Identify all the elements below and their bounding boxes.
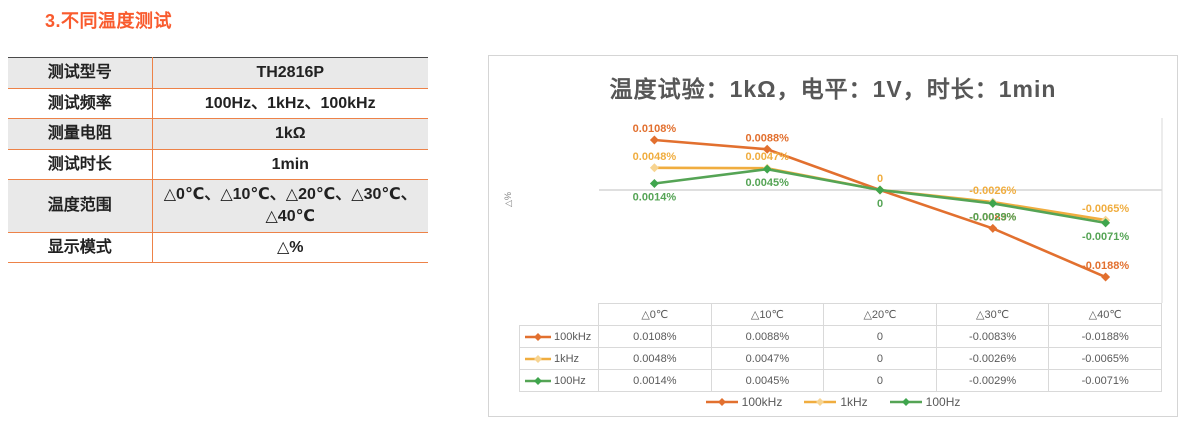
spec-row: 显示模式 △%: [8, 232, 428, 264]
chart-title: 温度试验：1kΩ，电平：1V，时长：1min: [609, 76, 1057, 102]
chart-data-table: △0℃ △10℃ △20℃ △30℃ △40℃ 100kHz 0.0108% 0.0088% 0…: [519, 303, 1162, 392]
legend-label: 100Hz: [925, 395, 961, 409]
spec-value: 100Hz、1kHz、100kHz: [152, 88, 428, 120]
spec-row: 测试时长 1min: [8, 149, 428, 181]
legend-item: 1kHz: [804, 395, 868, 409]
spec-row: 测试频率 100Hz、1kHz、100kHz: [8, 88, 428, 120]
table-cell: 0.0014%: [598, 369, 712, 392]
marker-100kHz-△10℃: [762, 144, 772, 154]
data-label: -0.0083%: [969, 211, 1016, 223]
legend-marker-icon: [804, 398, 837, 406]
marker-100Hz-△30℃: [988, 198, 998, 208]
data-label: 0: [877, 173, 883, 185]
table-cell: 0: [823, 325, 937, 348]
table-row: 100Hz 0.0014% 0.0045% 0 -0.0029% -0.0071%: [519, 369, 1162, 392]
spec-label: 显示模式: [8, 232, 153, 264]
marker-100kHz-△0℃: [649, 135, 659, 145]
legend-marker-icon: [525, 376, 551, 385]
legend-item: 100Hz: [889, 395, 961, 409]
spec-row: 测试型号 TH2816P: [8, 57, 428, 89]
chart-legend: 100kHz 1kHz 100Hz: [489, 395, 1177, 409]
table-cell: 0.0045%: [710, 369, 825, 392]
marker-100kHz-△40℃: [1101, 272, 1111, 282]
spec-value: △0℃、△10℃、△20℃、△30℃、△40℃: [152, 179, 428, 233]
spec-table: 测试型号 TH2816P 测试频率 100Hz、1kHz、100kHz 测量电阻 1kΩ 测…: [8, 57, 428, 264]
table-cell: 0.0048%: [598, 347, 712, 370]
spec-value: 1min: [152, 149, 428, 181]
data-label: 0.0014%: [633, 192, 677, 204]
section-heading: 3.不同温度测试: [45, 11, 173, 31]
legend-label: 100kHz: [741, 395, 783, 409]
data-label: 0.0048%: [633, 151, 677, 163]
table-cell: 0.0047%: [710, 347, 825, 370]
marker-1kHz-△0℃: [649, 163, 659, 173]
spec-value: 1kΩ: [152, 118, 428, 150]
series-key-cell: 1kHz: [519, 347, 599, 370]
table-cell: -0.0065%: [1048, 347, 1162, 370]
spec-label: 测试时长: [8, 149, 153, 181]
table-cell: -0.0083%: [935, 325, 1050, 348]
line-plot: 0.0108% 0.0088% -0.0083% -0.0188% 0.0048% 0.0…: [599, 118, 1163, 303]
legend-marker-icon: [525, 354, 551, 363]
spec-label: 温度范围: [8, 179, 153, 233]
table-cell: 0.0088%: [710, 325, 825, 348]
data-label: -0.0026%: [969, 185, 1016, 197]
data-label: -0.0029%: [969, 211, 1016, 223]
series-name: 100kHz: [554, 330, 592, 343]
data-label: -0.0071%: [1082, 231, 1129, 243]
legend-marker-icon: [705, 398, 738, 406]
marker-100Hz-△40℃: [1101, 218, 1111, 228]
table-header-cell: △20℃: [823, 303, 937, 326]
data-label: 0.0108%: [633, 123, 677, 135]
table-header-row: △0℃ △10℃ △20℃ △30℃ △40℃: [520, 303, 1162, 326]
table-cell: 0: [823, 369, 937, 392]
spec-row: 温度范围 △0℃、△10℃、△20℃、△30℃、△40℃: [8, 179, 428, 233]
marker-100kHz-△30℃: [988, 223, 998, 233]
spec-row: 测量电阻 1kΩ: [8, 118, 428, 150]
series-key-cell: 100Hz: [519, 369, 599, 392]
spec-label: 测量电阻: [8, 118, 153, 150]
table-cell: -0.0026%: [935, 347, 1050, 370]
spec-label: 测试频率: [8, 88, 153, 120]
legend-item: 100kHz: [705, 395, 783, 409]
legend-marker-icon: [525, 332, 551, 341]
chart-panel: 温度试验：1kΩ，电平：1V，时长：1min △% 0.0108% 0.0088%…: [488, 55, 1178, 417]
marker-100Hz-△10℃: [762, 164, 772, 174]
data-label: 0.0045%: [745, 177, 789, 189]
data-label: 0.0047%: [745, 151, 789, 163]
table-row: 1kHz 0.0048% 0.0047% 0 -0.0026% -0.0065%: [519, 347, 1162, 370]
table-row: 100kHz 0.0108% 0.0088% 0 -0.0083% -0.0188%: [519, 325, 1162, 348]
table-cell: -0.0029%: [935, 369, 1050, 392]
table-header-cell: △0℃: [598, 303, 712, 326]
table-cell: 0.0108%: [598, 325, 712, 348]
table-cell: -0.0071%: [1048, 369, 1162, 392]
series-name: 1kHz: [554, 352, 580, 365]
legend-label: 1kHz: [840, 395, 868, 409]
table-header-cell: △40℃: [1048, 303, 1162, 326]
series-key-cell: 100kHz: [519, 325, 599, 348]
table-cell: 0: [823, 347, 937, 370]
marker-100Hz-△0℃: [649, 179, 659, 189]
table-corner-cell: [520, 304, 599, 326]
table-header-cell: △30℃: [935, 303, 1050, 326]
series-name: 100Hz: [554, 374, 586, 387]
spec-value: TH2816P: [152, 57, 428, 89]
table-header-cell: △10℃: [710, 303, 825, 326]
data-label: -0.0188%: [1082, 260, 1129, 272]
marker-100Hz-△20℃: [875, 185, 885, 195]
legend-marker-icon: [889, 398, 922, 406]
data-label: 0.0088%: [745, 132, 789, 144]
spec-label: 测试型号: [8, 57, 153, 89]
data-label: -0.0065%: [1082, 203, 1129, 215]
table-cell: -0.0188%: [1048, 325, 1162, 348]
data-label: 0: [877, 198, 883, 210]
spec-value: △%: [152, 232, 428, 264]
